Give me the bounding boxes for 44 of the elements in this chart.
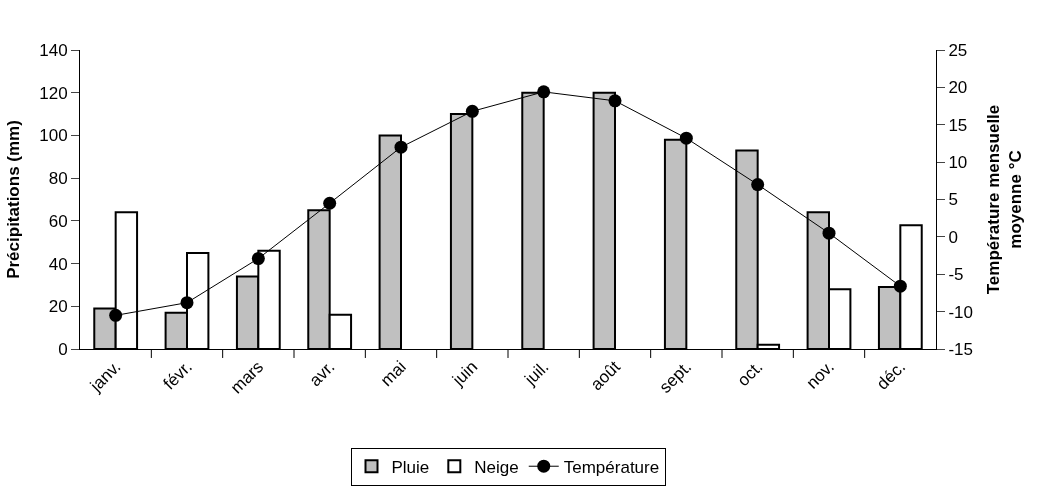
legend-label: Pluie [391,457,430,477]
legend-label: Neige [474,457,519,477]
y-tick-label: 60 [48,211,68,231]
y2-tick-label: 25 [948,40,968,60]
y-tick-label: 80 [48,169,68,189]
x-tick-label: mai [377,357,410,391]
x-tick-label: oct. [733,357,767,391]
y2-tick-label: -10 [948,302,973,322]
y-tick-label: 120 [39,83,68,103]
legend-label: Température [563,457,660,477]
point [608,94,622,108]
y2-tick-label: 20 [948,78,968,98]
y-tick-label: 100 [39,126,68,146]
point [180,296,194,310]
y-tick-label: 20 [48,297,68,317]
point [537,85,551,99]
y2-axis-title: Température mensuelle moyenne °C [984,104,1026,295]
x-tick-label: sept. [655,357,696,397]
point [109,308,123,322]
x-tick-label: nov. [802,357,838,393]
y-tick-label: 0 [58,339,68,359]
point [751,178,765,192]
x-tick-label: juil. [520,357,553,390]
y-axis-title: Précipitations (mm) [3,120,23,279]
y2-tick-label: -15 [948,339,973,359]
y-tick-label: 140 [39,40,68,60]
x-tick-label: déc. [873,357,910,394]
y-tick-label: 40 [48,254,68,274]
point [394,140,408,154]
x-tick-label: févr. [159,357,196,394]
y2-tick-label: 0 [948,227,958,247]
point [251,252,265,266]
y2-tick-label: -5 [948,265,964,285]
y2-tick-label: 15 [948,115,968,135]
point [679,131,693,145]
y2-tick-label: 5 [948,190,958,210]
point [323,196,337,210]
point [893,279,907,293]
point [465,104,479,118]
x-tick-label: août [587,357,625,395]
point [822,226,836,240]
y2-tick-label: 10 [948,153,968,173]
x-tick-label: juin [448,357,482,391]
x-tick-label: avr. [305,357,339,391]
